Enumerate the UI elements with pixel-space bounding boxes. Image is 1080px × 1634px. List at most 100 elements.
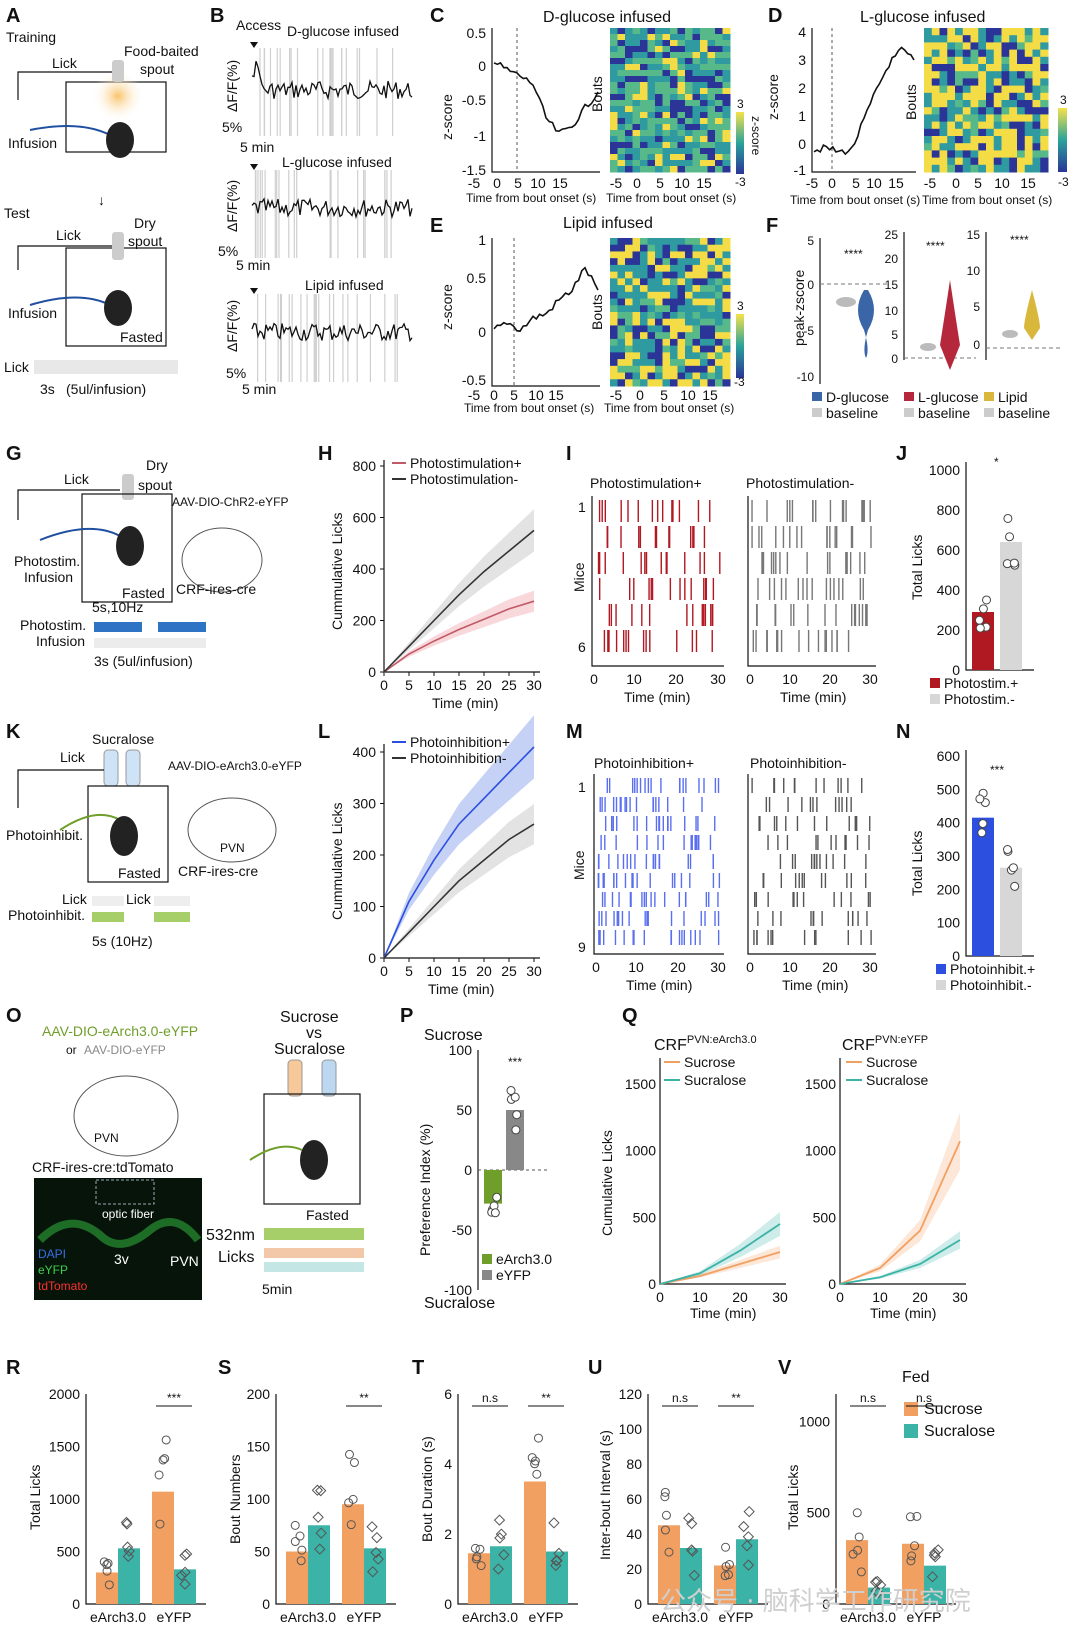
heatmap-cell xyxy=(722,365,731,374)
heatmap-cell xyxy=(610,88,618,95)
c-xtick-label: 5 xyxy=(514,175,522,191)
v-bar xyxy=(868,1587,890,1604)
heatmap-cell xyxy=(947,78,956,87)
heatmap-cell xyxy=(939,28,948,36)
heatmap-cell xyxy=(970,85,979,94)
f-ytick-label: 0 xyxy=(973,338,980,352)
heatmap-cell xyxy=(707,166,716,173)
heatmap-cell xyxy=(715,338,723,347)
heatmap-cell xyxy=(617,291,626,300)
u-sig-label: n.s xyxy=(672,1391,688,1405)
heatmap-cell xyxy=(722,112,731,119)
d-ytick-label: 3 xyxy=(798,52,806,68)
d-ytick-label: -1 xyxy=(794,162,807,178)
i-xtick-label: 0 xyxy=(590,671,598,687)
heatmap-cell xyxy=(647,238,656,246)
heatmap-cell xyxy=(670,28,678,35)
heatmap-cell xyxy=(610,130,618,137)
t-point xyxy=(493,1514,506,1526)
heatmap-cell xyxy=(677,100,686,107)
heatmap-cell xyxy=(655,28,663,35)
heatmap-cell xyxy=(931,121,940,130)
heatmap-cell xyxy=(655,338,663,347)
heatmap-cell xyxy=(610,325,618,333)
heatmap-cell xyxy=(655,285,663,293)
heatmap-cell xyxy=(625,46,633,53)
heatmap-cell xyxy=(715,88,723,95)
heatmap-cell xyxy=(662,352,671,360)
heatmap-cell xyxy=(647,244,656,252)
f-ytick-label: 15 xyxy=(967,228,981,242)
heatmap-cell xyxy=(700,312,708,320)
g-row2: Infusion xyxy=(36,633,85,649)
heatmap-cell xyxy=(617,264,626,273)
k-fiber xyxy=(59,813,121,831)
heatmap-cell xyxy=(647,148,656,155)
heatmap-cell xyxy=(715,264,723,273)
s-point xyxy=(315,1527,327,1539)
heatmap-cell xyxy=(625,100,633,107)
heatmap-cell xyxy=(670,166,678,173)
heatmap-cell xyxy=(715,52,723,59)
heatmap-cell xyxy=(685,94,693,101)
heatmap-cell xyxy=(1032,150,1041,159)
s-sig-label: ** xyxy=(359,1391,369,1405)
heatmap-cell xyxy=(677,112,686,119)
r-group-label: eArch3.0 xyxy=(90,1609,146,1625)
heatmap-cell xyxy=(640,46,648,53)
heatmap-cell xyxy=(978,114,987,123)
heatmap-cell xyxy=(970,114,979,123)
heatmap-cell xyxy=(715,82,723,89)
heatmap-cell xyxy=(722,264,731,273)
d-xtick-label: 10 xyxy=(994,175,1010,191)
o-sucralose: Sucralose xyxy=(274,1041,345,1058)
heatmap-cell xyxy=(1032,64,1041,72)
heatmap-cell xyxy=(692,264,701,273)
heatmap-cell xyxy=(955,100,964,108)
t-bar xyxy=(490,1546,512,1604)
heatmap-cell xyxy=(632,338,641,347)
heatmap-cell xyxy=(655,332,663,340)
heatmap-cell xyxy=(924,78,933,87)
k-lick-wire xyxy=(17,769,104,808)
heatmap-cell xyxy=(640,318,648,326)
heatmap-cell xyxy=(617,166,626,173)
d-ytick-label: 1 xyxy=(798,108,806,124)
q-line xyxy=(659,1251,781,1285)
heatmap-cell xyxy=(986,136,995,144)
heatmap-cell xyxy=(670,112,678,119)
heatmap-cell xyxy=(715,365,723,374)
u-group-label: eYFP xyxy=(718,1609,753,1625)
heatmap-cell xyxy=(931,143,940,151)
heatmap-cell xyxy=(692,52,701,59)
f-ylabel: peak-zscore xyxy=(791,270,807,346)
heatmap-cell xyxy=(647,136,656,143)
u-point xyxy=(660,1487,670,1497)
heatmap-cell xyxy=(1009,42,1018,51)
heatmap-cell xyxy=(670,365,678,374)
heatmap-cell xyxy=(647,271,656,279)
v-point xyxy=(869,1576,882,1588)
heatmap-cell xyxy=(655,345,663,353)
heatmap-cell xyxy=(715,271,723,279)
u-point xyxy=(738,1520,750,1533)
heatmap-cell xyxy=(978,85,987,94)
e-xtick-label: 15 xyxy=(548,387,564,403)
a-training: Training xyxy=(6,29,56,45)
heatmap-cell xyxy=(662,332,671,340)
heatmap-cell xyxy=(655,359,663,367)
heatmap-cell xyxy=(707,365,716,374)
heatmap-cell xyxy=(655,148,663,155)
heatmap-cell xyxy=(978,64,987,72)
heatmap-cell xyxy=(722,142,731,149)
heatmap-cell xyxy=(670,264,678,273)
heatmap-cell xyxy=(632,118,641,125)
j-point xyxy=(978,604,988,614)
heatmap-cell xyxy=(1001,128,1010,137)
heatmap-cell xyxy=(939,92,948,101)
h-line-minus xyxy=(383,529,535,673)
heatmap-cell xyxy=(610,298,618,306)
heatmap-cell xyxy=(625,372,633,380)
heatmap-cell xyxy=(924,128,933,137)
heatmap-cell xyxy=(986,35,995,43)
